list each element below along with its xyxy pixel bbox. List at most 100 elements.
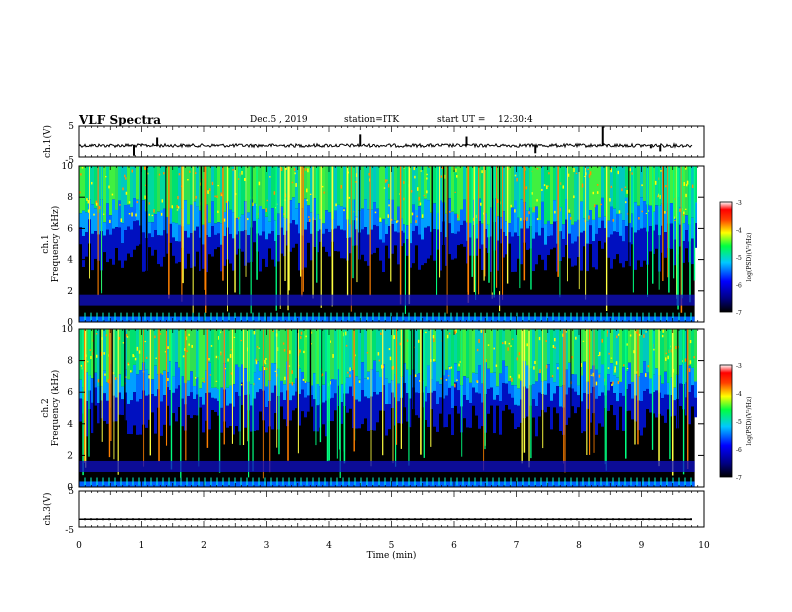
spectrogram-speckle [332,354,334,358]
spectrogram-strip-mid [271,208,274,232]
spectrogram-speckle [595,381,598,386]
spectrogram-strip-mid [565,369,568,395]
spectrogram-strip-upper [193,166,196,202]
spectrogram-strip-upper [436,166,439,213]
spectrogram-speckle [367,377,369,380]
spectrogram-speckle [291,381,294,386]
spectrogram-strip-mid [79,213,82,228]
spectrogram-speckle [614,369,616,373]
spectrogram-speckle [567,173,570,177]
spectrogram-strip-mid [628,223,631,243]
spectrogram-strip-upper [595,329,598,370]
spectrogram-strip-mid [379,377,382,393]
spectrogram-strip-upper [514,166,517,201]
spectrogram-strip-mid [547,364,550,384]
spectrogram-speckle [189,170,191,173]
spectrogram-strip-mid [274,363,277,386]
spectrogram-speckle [148,375,150,379]
spectrogram-speckle [321,373,324,377]
spectrogram-strip-upper [214,329,217,388]
spectrogram-strip-low [178,241,181,263]
spectrogram-strip-low [679,224,682,247]
ch1-ylabel: ch.1(V) [42,125,53,158]
spectrogram-strip-upper [319,166,322,220]
spectrogram-speckle [389,356,392,361]
spectrogram-strip-upper [325,166,328,211]
spectrogram-strip-low [550,400,553,430]
spectrogram-strip-low [562,239,565,258]
spectrogram-speckle [596,183,599,186]
spectrogram-strip-mid [85,372,88,402]
spectrogram-speckle [185,336,188,341]
spectrogram-strip-upper [208,166,211,223]
spectrogram-speckle [272,330,275,332]
spectrogram-strip-low [259,235,262,272]
x-tick-label: 3 [264,541,270,551]
spectrogram-strip-mid [154,214,157,231]
spectrogram-strip-mid [277,213,280,236]
spectrogram-speckle [390,218,393,221]
spectrogram-strip-low [637,230,640,261]
spectrogram-speckle [476,348,479,352]
spectrogram-speckle [601,338,603,343]
spectrogram-strip-mid [214,223,217,235]
spectrogram-strip-low [160,401,163,436]
spectrogram-strip-upper [349,166,352,225]
spectrogram-strip-mid [619,213,622,236]
spectrogram-speckle [294,172,296,175]
spectrogram-speckle [329,340,331,343]
spectrogram-speckle [128,212,131,215]
spectrogram-strip-upper [508,166,511,224]
spectrogram-strip-mid [583,361,586,394]
spectrogram-strip-low [418,393,421,418]
spectrogram-speckle [216,195,218,198]
spectrogram-strip-low [163,395,166,425]
spectrogram-strip-upper [472,166,475,200]
spectrogram-speckle [215,380,218,382]
spectrogram-strip-mid [217,222,220,234]
spectrogram-speckle [420,170,422,172]
spectrogram-speckle [151,214,154,217]
spectrogram-speckle [618,210,621,214]
spectrogram-strip-mid [517,217,520,237]
spectrogram-speckle [355,181,357,183]
spectrogram-strip-upper [655,166,658,206]
y-tick-label: 0 [67,483,73,493]
spectrogram-strip-upper [655,329,658,369]
spectrogram-strip-low [325,228,328,252]
spectrogram-strip-upper [577,329,580,386]
spectrogram-strip-mid [370,209,373,230]
spectrogram-speckle [177,206,180,209]
spectrogram-speckle [476,380,479,383]
spectrogram-strip-low [427,393,430,427]
spectrogram-speckle [377,352,380,356]
spectrogram-strip-low [598,395,601,424]
spectrogram-strip-mid [631,213,634,228]
spectrogram-strip-upper [316,166,319,215]
spectrogram-strip-low [136,401,139,435]
spectrogram-strip-upper [550,329,553,378]
spectrogram-speckle [403,166,406,169]
spectrogram-speckle [682,213,685,216]
spectrogram-speckle [612,381,614,385]
spectrogram-strip-mid [151,222,154,238]
spectrogram-strip-upper [169,166,172,209]
spectrogram-strip-upper [496,166,499,217]
spectrogram-strip-upper [694,329,697,382]
spectrogram-speckle [629,168,632,171]
spectrogram-speckle [393,335,396,340]
spectrogram-speckle [146,172,149,175]
spectrogram-strip-mid [559,207,562,232]
spectrogram-speckle [176,209,179,211]
spectrogram-speckle [440,175,443,178]
y-tick-label: 2 [67,287,73,297]
spectrogram-strip-low [337,225,340,252]
spectrogram-strip-upper [394,166,397,221]
spectrogram-speckle [188,333,190,336]
spectrogram-strip-low [460,225,463,245]
spectrogram-speckle [306,199,308,201]
spectrogram-speckle [253,330,256,335]
spectrogram-strip-mid [412,204,415,232]
spectrogram-strip-upper [415,166,418,211]
spectrogram-strip-upper [604,166,607,217]
